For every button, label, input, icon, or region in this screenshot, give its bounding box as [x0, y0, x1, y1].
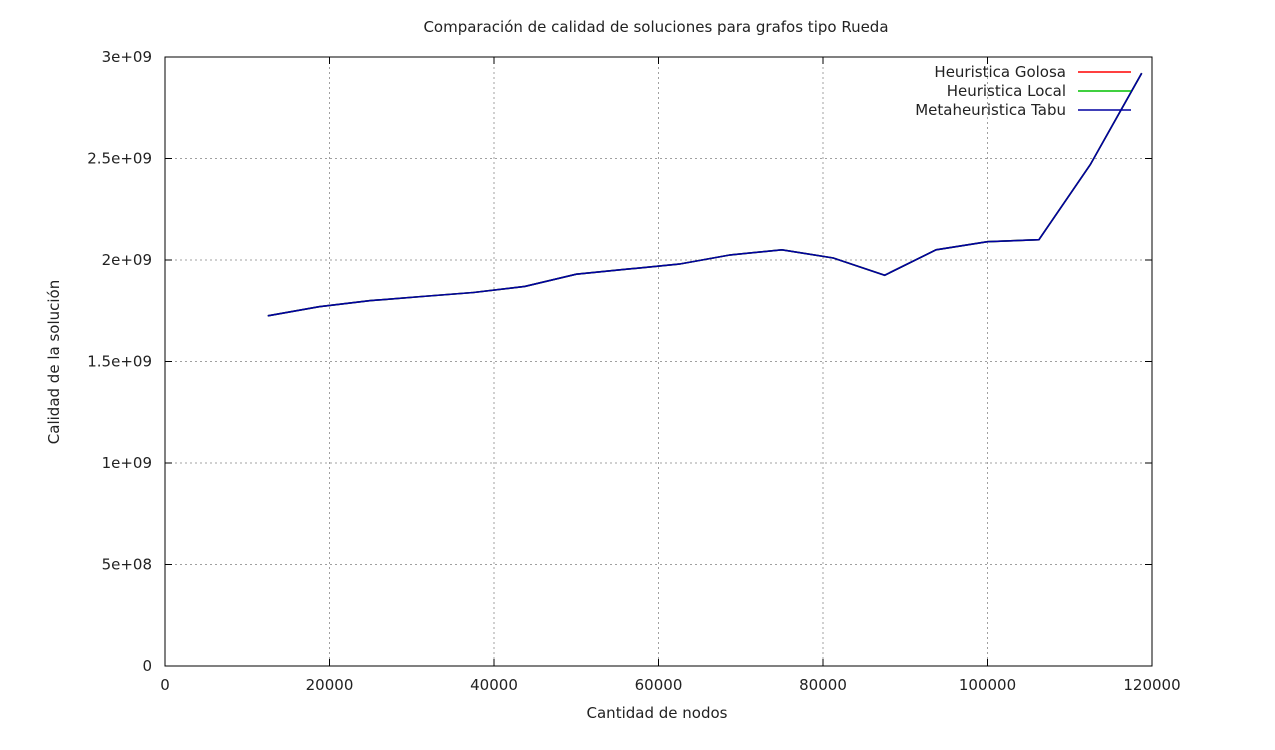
y-tick-label: 3e+09 [102, 48, 152, 66]
y-tick-label: 2.5e+09 [87, 150, 152, 168]
legend-label: Heuristica Local [947, 82, 1066, 100]
legend-label: Heuristica Golosa [934, 63, 1066, 81]
y-tick-label: 1e+09 [102, 454, 152, 472]
y-tick-label: 0 [142, 657, 152, 675]
y-tick-label: 1.5e+09 [87, 353, 152, 371]
y-tick-label: 2e+09 [102, 251, 152, 269]
y-axis-label: Calidad de la solución [45, 280, 63, 444]
grid-layer [165, 57, 1152, 666]
x-tick-label: 40000 [470, 676, 518, 694]
x-tick-label: 80000 [799, 676, 847, 694]
series-line-3 [267, 72, 1143, 317]
x-tick-label: 100000 [959, 676, 1016, 694]
series-layer [267, 72, 1143, 317]
legend-label: Metaheuristica Tabu [915, 101, 1066, 119]
x-tick-label: 60000 [635, 676, 683, 694]
y-tick-label: 5e+08 [102, 556, 152, 574]
x-axis-label: Cantidad de nodos [587, 704, 728, 722]
tick-layer: 0 20000 40000 60000 80000 100000 120000 0 5e+08 1… [87, 48, 1180, 694]
x-tick-label: 120000 [1123, 676, 1180, 694]
chart-title: Comparación de calidad de soluciones par… [423, 18, 888, 36]
x-tick-label: 20000 [306, 676, 354, 694]
x-tick-label: 0 [160, 676, 170, 694]
